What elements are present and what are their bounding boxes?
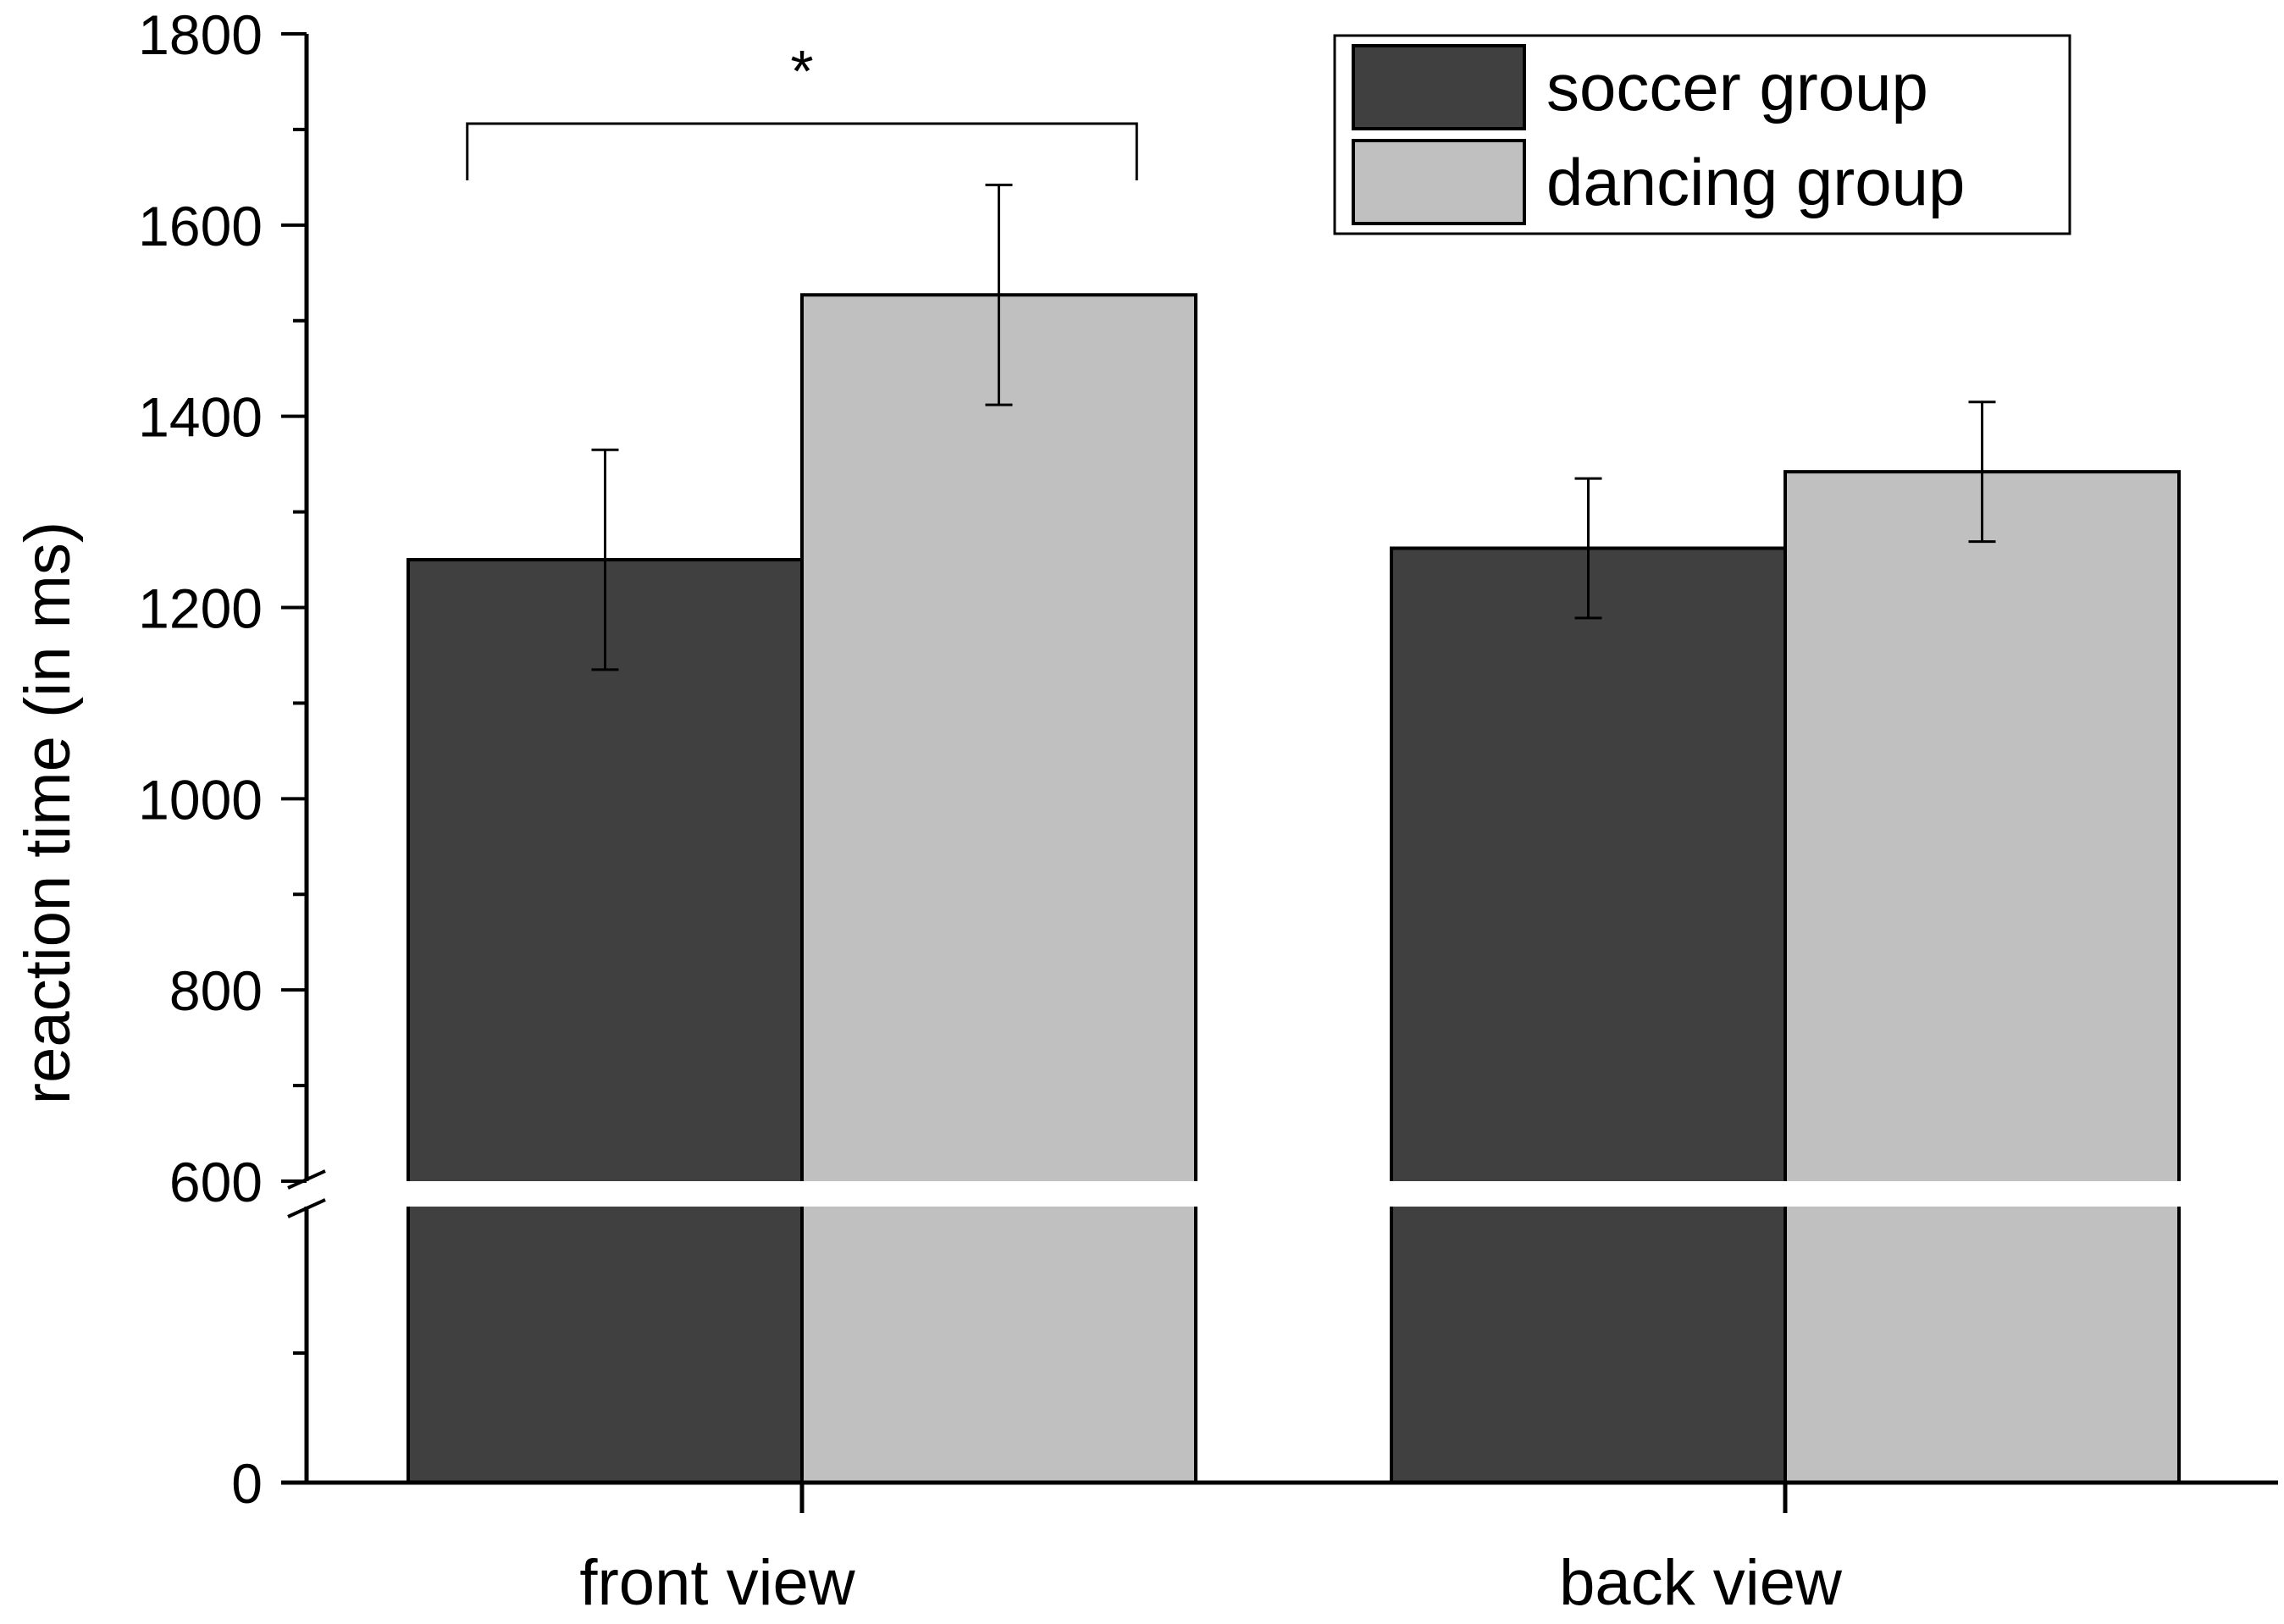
legend-swatch-dancing-group [1352, 139, 1526, 225]
error-bar-soccer-group-front-view [591, 448, 619, 671]
x-category-label-back-view: back view [1559, 1547, 1843, 1619]
y-tick-label-0: 0 [231, 1452, 263, 1515]
legend-label-soccer-group: soccer group [1546, 50, 1928, 124]
legend: soccer group dancing group [1333, 34, 2071, 235]
labels-layer: reaction time (in ms) 0 600 800 1000 1200 140… [12, 3, 1843, 1619]
y-axis-title: reaction time (in ms) [12, 522, 84, 1104]
significance-bracket [466, 122, 1138, 180]
axis-break-gap [281, 1181, 2284, 1207]
axes-layer [281, 32, 2278, 1513]
y-tick-label-800: 800 [169, 959, 263, 1022]
y-tick-label-1600: 1600 [138, 195, 263, 257]
legend-swatch-soccer-group [1352, 44, 1526, 130]
x-category-label-front-view: front view [579, 1547, 855, 1619]
error-bars-layer [591, 183, 1996, 671]
significance-label: * [790, 38, 813, 104]
y-tick-label-1800: 1800 [138, 3, 263, 66]
significance-layer: * [466, 38, 1138, 180]
error-bar-soccer-group-back-view [1574, 477, 1602, 620]
bars-layer [406, 293, 2181, 1485]
y-tick-label-1400: 1400 [138, 386, 263, 449]
legend-label-dancing-group: dancing group [1546, 145, 1965, 219]
y-tick-label-1200: 1200 [138, 577, 263, 640]
y-tick-label-1000: 1000 [138, 768, 263, 831]
axis-break-layer [281, 1169, 2284, 1218]
y-tick-label-600: 600 [169, 1151, 263, 1213]
bar-soccer-group-back-view [1390, 546, 1787, 1484]
error-bar-dancing-group-back-view [1968, 400, 1996, 544]
error-bar-dancing-group-front-view [985, 183, 1013, 406]
bar-dancing-group-back-view [1784, 470, 2181, 1484]
bar-dancing-group-front-view [800, 293, 1197, 1485]
bar-soccer-group-front-view [406, 558, 804, 1485]
